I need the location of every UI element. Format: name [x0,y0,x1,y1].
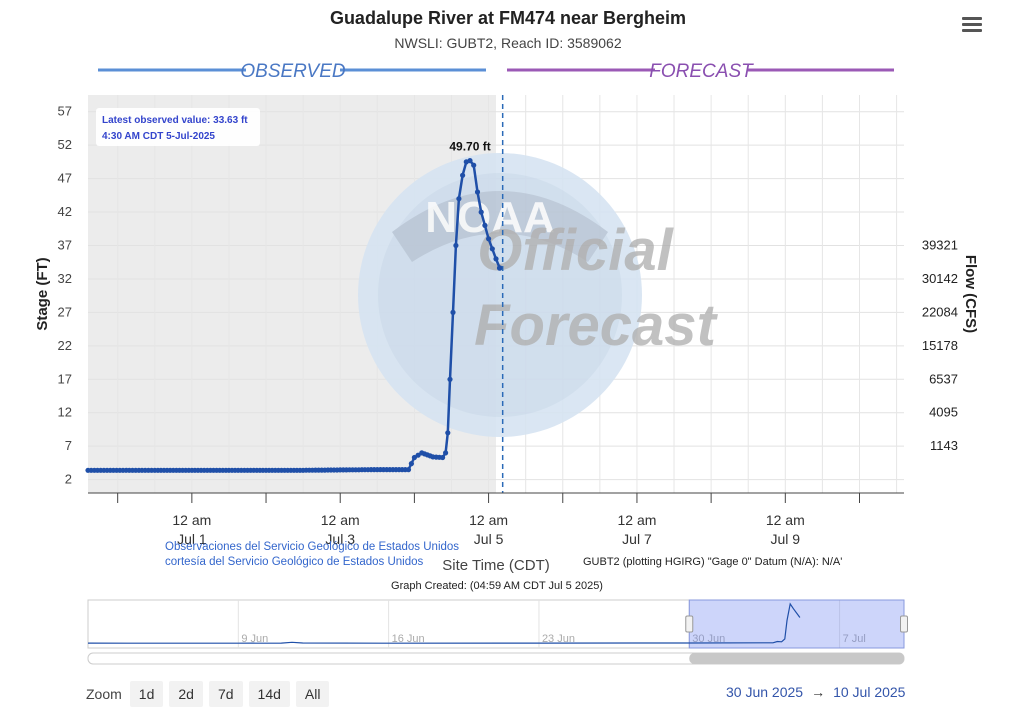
navigator-handle-left[interactable] [685,615,694,633]
flow-tick-label: 4095 [929,405,958,420]
y-tick-label: 37 [58,238,72,253]
flow-tick-label: 1143 [930,438,958,453]
flow-tick-label: 39321 [922,238,958,253]
flow-tick-label: 22084 [922,304,958,319]
navigator-date-label: 7 Jul [843,633,866,645]
x-axis-label: Site Time (CDT) [442,557,550,574]
flow-tick-label: 6537 [929,371,958,386]
stage-point [474,189,481,195]
y-tick-label: 42 [58,204,72,219]
forecast-header-label: FORECAST [649,61,754,82]
zoom-2d-button[interactable]: 2d [169,681,203,707]
navigator-date-labels: 9 Jun 16 Jun 23 Jun 30 Jun 7 Jul [237,600,866,648]
navigator-selected-window[interactable] [688,599,905,649]
latest-value-tooltip: Latest observed value: 33.63 ft 4:30 AM … [96,108,260,146]
stage-point [486,236,492,242]
noaa-logo-text: NOAA [425,193,555,242]
x-axis: 12 am Jul 1 12 am Jul 3 12 am Jul 5 12 am Jul 7… [117,493,860,547]
hydrograph-chart: Guadalupe River at FM474 near Bergheim N… [34,8,979,665]
navigator[interactable]: 9 Jun 16 Jun 23 Jun 30 Jun 7 Jul [87,599,908,665]
x-tick-label-date: Jul 3 [325,531,355,547]
stage-point [405,467,412,473]
stage-point [453,242,459,249]
y-tick-label: 57 [58,104,72,119]
y-axis: 57 52 47 42 37 32 27 22 17 12 7 2 [58,104,72,487]
datum-note: GUBT2 (plotting HGIRG) "Gage 0" Datum (N… [583,556,842,568]
y-tick-label: 2 [65,472,72,487]
x-tick-label-date: Jul 9 [771,531,801,547]
chart-title: Guadalupe River at FM474 near Bergheim [330,8,686,28]
flow-tick-label: 30142 [922,271,958,286]
usgs-credit-line2: cortesía del Servicio Geológico de Estad… [165,556,424,568]
navigator-handle-right[interactable] [900,615,908,633]
stage-point [482,222,488,228]
navigator-date-label: 23 Jun [542,633,575,645]
navigator-scrollbar-thumb[interactable] [689,653,904,664]
x-tick-label-time: 12 am [766,512,805,528]
stage-point [478,209,484,215]
navigator-date-label: 30 Jun [692,633,725,645]
zoom-toolbar: Zoom 1d 2d 7d 14d All [86,680,330,708]
stage-series [85,158,503,473]
chart-subtitle: NWSLI: GUBT2, Reach ID: 3589062 [394,35,621,51]
stage-point [443,450,449,456]
stage-point [445,430,451,436]
date-range-display: 30 Jun 2025 → 10 Jul 2025 [726,684,905,700]
tooltip-time: 4:30 AM CDT 5-Jul-2025 [102,131,215,142]
range-from[interactable]: 30 Jun 2025 [726,684,804,700]
stage-point [467,158,473,164]
y-tick-label: 17 [58,371,72,386]
y-tick-label: 27 [58,304,72,319]
x-tick-label-date: Jul 5 [474,531,504,547]
x-tick-label-time: 12 am [469,512,508,528]
stage-point [447,376,453,382]
zoom-1d-button[interactable]: 1d [129,681,164,707]
y-tick-label: 7 [65,438,72,453]
stage-point [496,265,503,271]
y-tick-label: 12 [58,405,72,420]
watermark-forecast: Forecast [474,293,718,358]
zoom-14d-button[interactable]: 14d [248,681,290,707]
stage-point [460,172,466,178]
x-tick-label-date: Jul 7 [622,531,652,547]
tooltip-value: Latest observed value: 33.63 ft [102,115,248,126]
y-axis-label: Stage (FT) [34,257,51,330]
noaa-watermark: NOAA Official Forecast [358,153,719,437]
stage-point [489,246,495,252]
stage-point [450,309,456,315]
x-tick-label-time: 12 am [321,512,360,528]
observed-header-label: OBSERVED [240,61,346,82]
chart-menu-button[interactable] [958,14,984,40]
y-tick-label: 32 [58,271,72,286]
hamburger-icon [962,17,982,20]
navigator-series-line [87,602,801,644]
stage-point [456,196,462,202]
zoom-7d-button[interactable]: 7d [208,681,243,707]
stage-point [408,461,414,467]
range-arrow-icon: → [811,684,826,700]
range-to[interactable]: 10 Jul 2025 [833,684,906,700]
flow-tick-label: 15178 [922,338,958,353]
flow-axis-label: Flow (CFS) [962,255,979,333]
x-tick-label-time: 12 am [617,512,656,528]
x-tick-label-time: 12 am [172,512,211,528]
y-tick-label: 47 [58,171,72,186]
y-tick-label: 52 [58,137,72,152]
graph-created-note: Graph Created: (04:59 AM CDT Jul 5 2025) [391,580,603,592]
navigator-date-label: 16 Jun [392,633,425,645]
flow-axis: 39321 30142 22084 15178 6537 4095 1143 [922,238,958,454]
zoom-all-button[interactable]: All [295,681,330,707]
peak-value-label: 49.70 ft [449,140,490,154]
zoom-label: Zoom [86,686,122,702]
stage-point [471,162,477,168]
x-tick-label-date: Jul 1 [177,531,207,547]
usgs-credit-line1: Observaciones del Servicio Geológico de … [165,541,459,553]
stage-point [440,454,446,461]
watermark-official: Official [477,218,674,283]
y-tick-label: 22 [58,338,72,353]
navigator-date-label: 9 Jun [241,633,268,645]
stage-point [493,256,499,262]
